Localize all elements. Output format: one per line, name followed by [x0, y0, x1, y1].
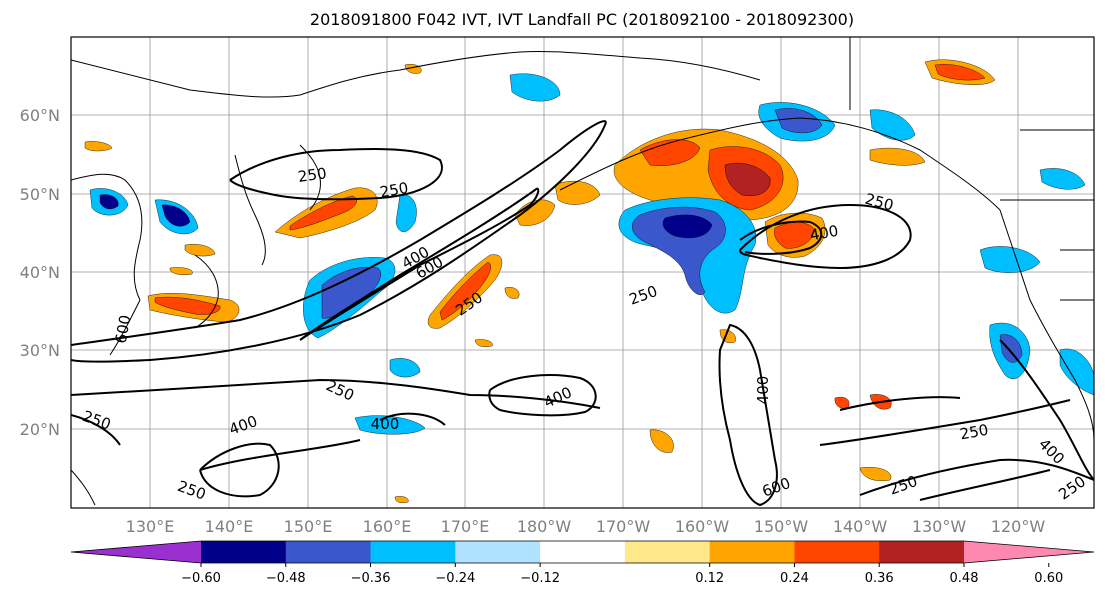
- colorbar-segment: [540, 541, 626, 563]
- lon-label: 130°W: [912, 517, 967, 536]
- colorbar-tick-label: 0.48: [950, 571, 979, 586]
- contour-label: 400: [754, 376, 772, 405]
- ivt-contours: [71, 120, 1094, 507]
- colorbar-tick-label: −0.12: [520, 571, 560, 586]
- lon-label: 170°E: [441, 517, 490, 536]
- lon-label: 160°W: [675, 517, 730, 536]
- lon-label: 120°W: [991, 517, 1046, 536]
- ivt-pc-shading: [84, 59, 1094, 503]
- contour-label: 400: [371, 415, 400, 433]
- longitude-labels: 130°E 140°E 150°E 160°E 170°E 180°W 170°…: [126, 517, 1046, 536]
- colorbar-segment: [624, 541, 711, 563]
- colorbar-tick-label: −0.36: [351, 571, 391, 586]
- colorbar-segment: [879, 541, 965, 563]
- colorbar-segment: [709, 541, 795, 563]
- contour-label: 600: [112, 313, 135, 344]
- colorbar-tick-label: 0.36: [865, 571, 894, 586]
- lat-label-30n: 30°N: [20, 341, 60, 360]
- map-area: [71, 37, 1094, 508]
- colorbar-extend-high: [964, 541, 1094, 563]
- colorbar-tick-label: −0.48: [266, 571, 306, 586]
- lon-label: 140°E: [205, 517, 254, 536]
- colorbar-ticks: −0.60 −0.48 −0.36 −0.24 −0.12 0.12 0.24 0.36 0.4…: [181, 563, 1063, 586]
- lat-label-50n: 50°N: [20, 185, 60, 204]
- lat-label-60n: 60°N: [20, 106, 60, 125]
- contour-label: 250: [297, 164, 328, 186]
- colorbar-segment: [455, 541, 541, 563]
- lon-label: 150°E: [284, 517, 333, 536]
- latitude-labels: 60°N 50°N 40°N 30°N 20°N: [20, 106, 60, 439]
- coastlines: [71, 37, 1094, 506]
- lon-label: 150°W: [754, 517, 809, 536]
- colorbar: [70, 540, 1095, 564]
- colorbar-extend-low: [71, 541, 201, 563]
- lon-label: 130°E: [126, 517, 175, 536]
- colorbar-segment: [370, 541, 456, 563]
- lat-label-20n: 20°N: [20, 420, 60, 439]
- colorbar-segment: [201, 541, 287, 563]
- colorbar-tick-label: 0.24: [780, 571, 809, 586]
- colorbar-tick-label: 0.12: [695, 571, 724, 586]
- colorbar-segment: [285, 541, 372, 563]
- lon-label: 170°W: [596, 517, 651, 536]
- map-frame: [70, 36, 1095, 509]
- colorbar-tick-label: 0.60: [1034, 571, 1063, 586]
- colorbar-segment: [794, 541, 880, 563]
- contour-label: 400: [808, 222, 839, 245]
- lon-label: 140°W: [833, 517, 888, 536]
- contour-label: 250: [958, 421, 989, 444]
- lat-label-40n: 40°N: [20, 263, 60, 282]
- contour-label: 250: [378, 179, 409, 202]
- lon-label: 180°W: [517, 517, 572, 536]
- colorbar-tick-label: −0.60: [181, 571, 221, 586]
- colorbar-tick-label: −0.24: [435, 571, 475, 586]
- lon-label: 160°E: [363, 517, 412, 536]
- figure-title: 2018091800 F042 IVT, IVT Landfall PC (20…: [310, 10, 854, 29]
